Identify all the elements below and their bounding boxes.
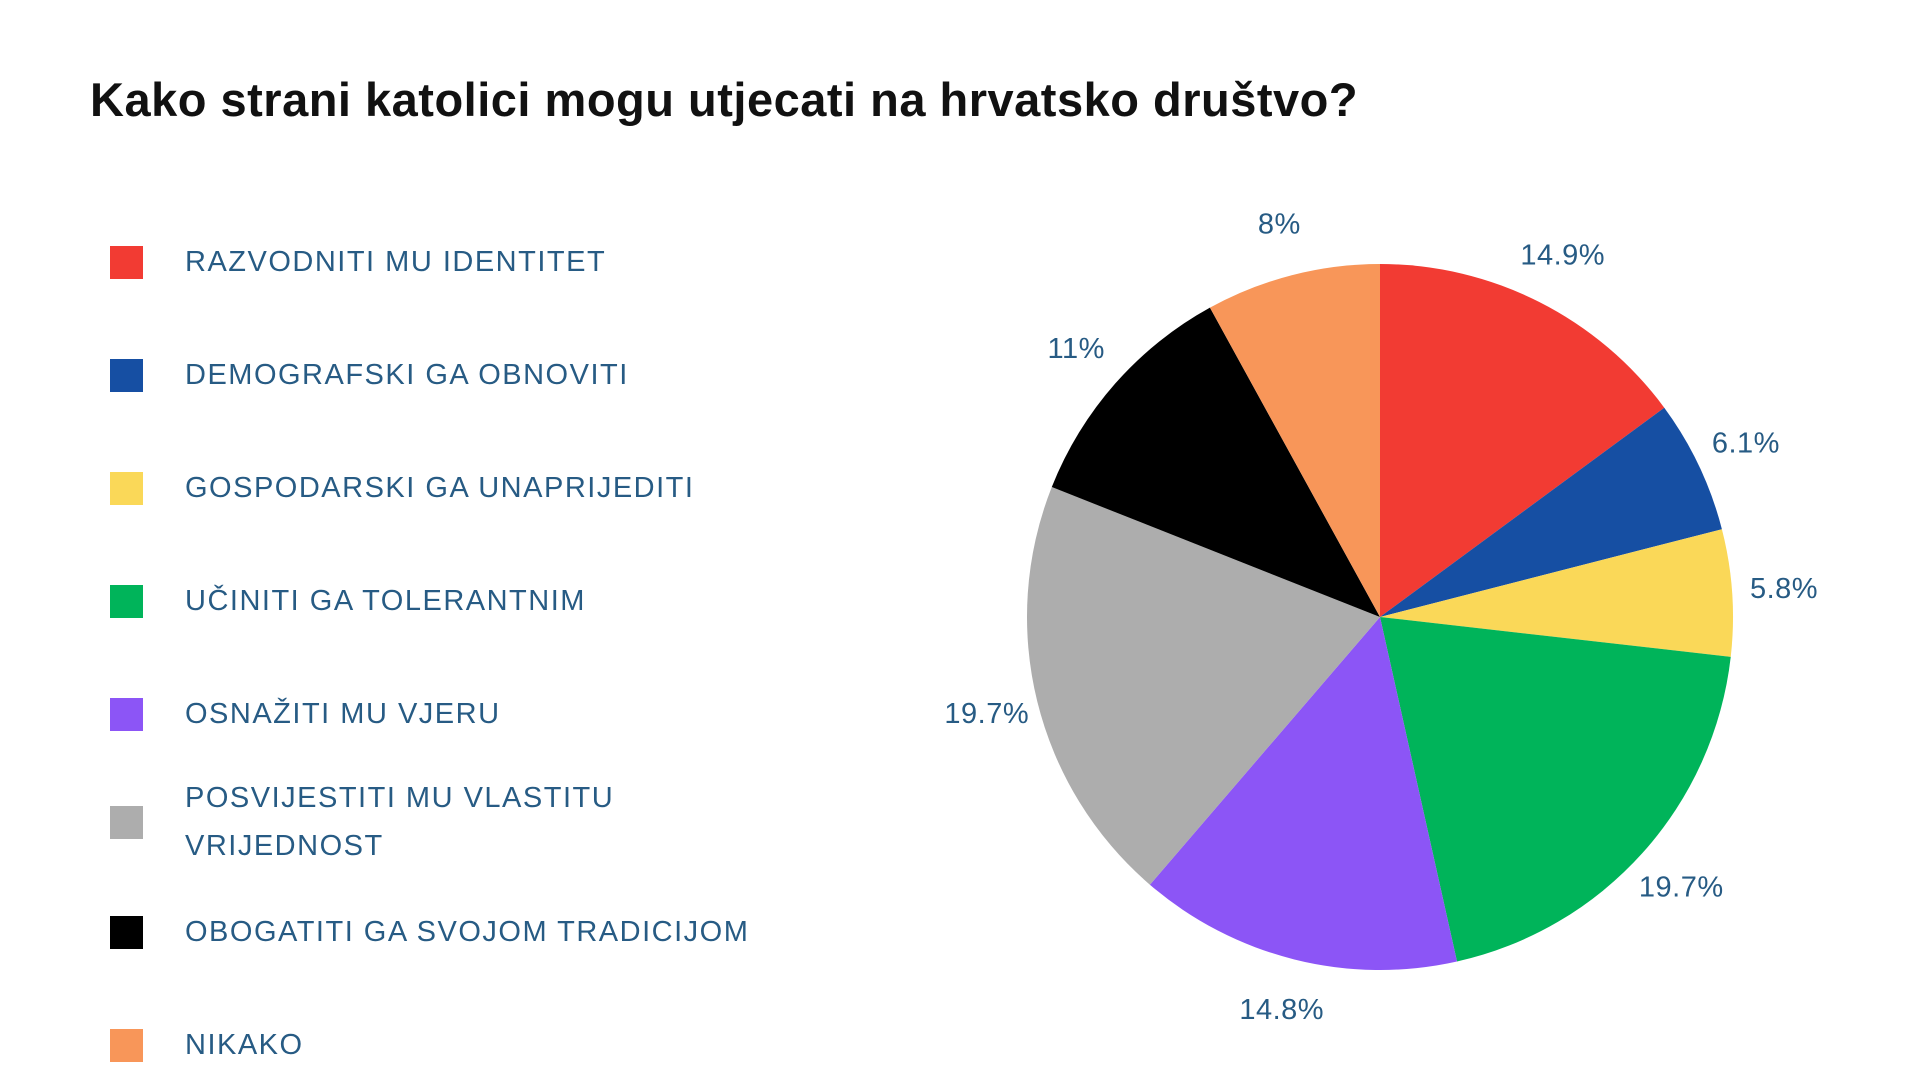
legend-swatch-icon bbox=[110, 1028, 143, 1062]
pie-slice bbox=[1209, 264, 1380, 617]
pie-slice-label: 19.7% bbox=[1639, 872, 1724, 904]
legend-item-label: DEMOGRAFSKI GA OBNOVITI bbox=[185, 359, 629, 391]
legend-item-label: POSVIJESTITI MU VLASTITU VRIJEDNOST bbox=[185, 782, 615, 862]
pie-slice-label: 8% bbox=[1258, 209, 1301, 241]
legend-swatch-icon bbox=[110, 697, 143, 731]
pie-slice-label: 6.1% bbox=[1712, 427, 1780, 459]
legend-swatch-icon bbox=[110, 245, 143, 279]
pie-slice bbox=[1380, 529, 1733, 657]
legend-item-label: GOSPODARSKI GA UNAPRIJEDITI bbox=[185, 472, 695, 504]
pie-slice bbox=[1051, 307, 1380, 617]
pie-slice-label: 19.7% bbox=[944, 698, 1029, 730]
legend-swatch-icon bbox=[110, 584, 143, 618]
pie-slice bbox=[1149, 617, 1457, 971]
legend-item-label: OBOGATITI GA SVOJOM TRADICIJOM bbox=[185, 916, 750, 948]
legend-item-label: RAZVODNITI MU IDENTITET bbox=[185, 246, 607, 278]
pie-slice bbox=[1380, 407, 1722, 617]
page-title: Kako strani katolici mogu utjecati na hr… bbox=[90, 73, 1359, 126]
legend-item-label: OSNAŽITI MU VJERU bbox=[185, 698, 501, 730]
legend-item: OBOGATITI GA SVOJOM TRADICIJOM bbox=[110, 908, 940, 956]
legend-item: DEMOGRAFSKI GA OBNOVITI bbox=[110, 351, 940, 399]
legend-swatch-icon bbox=[110, 915, 143, 949]
legend-item: OSNAŽITI MU VJERU bbox=[110, 690, 940, 738]
legend-swatch-icon bbox=[110, 471, 143, 505]
legend-swatch-icon bbox=[110, 358, 143, 392]
pie-slice-label: 5.8% bbox=[1750, 573, 1818, 605]
pie-slice bbox=[1380, 617, 1731, 962]
legend-item: POSVIJESTITI MU VLASTITU VRIJEDNOST bbox=[110, 774, 940, 870]
pie-slice bbox=[1380, 264, 1665, 617]
pie-slice-label: 14.9% bbox=[1520, 240, 1605, 272]
legend-item-label: NIKAKO bbox=[185, 1029, 304, 1061]
legend-item: RAZVODNITI MU IDENTITET bbox=[110, 238, 940, 286]
legend-item: GOSPODARSKI GA UNAPRIJEDITI bbox=[110, 464, 940, 512]
legend-item: UČINITI GA TOLERANTNIM bbox=[110, 577, 940, 625]
pie-slice bbox=[1027, 487, 1380, 885]
legend-swatch-icon bbox=[110, 805, 143, 839]
legend: RAZVODNITI MU IDENTITET DEMOGRAFSKI GA O… bbox=[110, 238, 940, 1069]
legend-item-label: UČINITI GA TOLERANTNIM bbox=[185, 585, 586, 617]
pie-slice-label: 11% bbox=[1048, 333, 1105, 365]
pie-slice-label: 14.8% bbox=[1239, 994, 1324, 1026]
legend-item: NIKAKO bbox=[110, 1021, 940, 1069]
